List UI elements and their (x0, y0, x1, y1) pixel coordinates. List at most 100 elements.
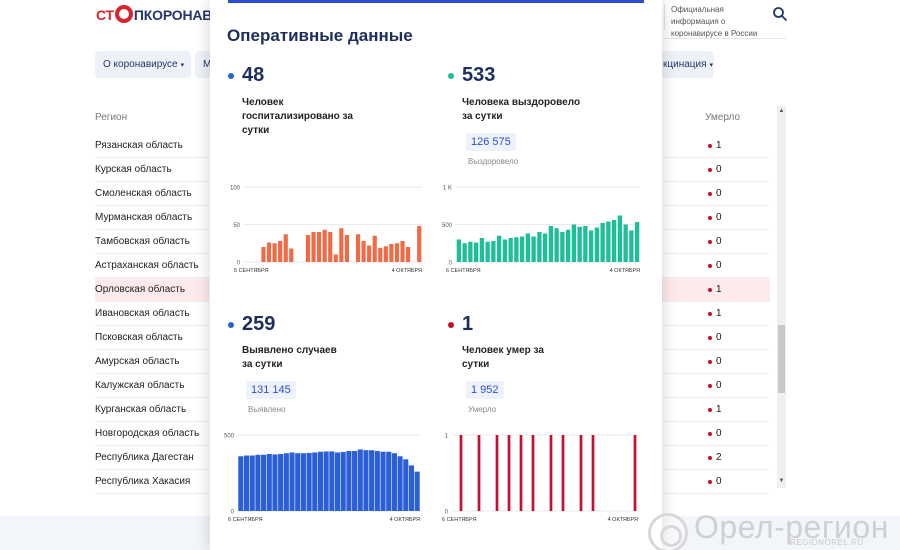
died-total-label: Умерло (468, 405, 497, 414)
hospitalized-desc: Человек госпитализировано за сутки (242, 97, 353, 136)
chart-y-tick-label: 0 (449, 261, 453, 267)
scrollbar-thumb[interactable] (778, 325, 785, 393)
chart-y-tick-label: 0 (237, 261, 241, 267)
table-row-region[interactable]: Амурская область (95, 350, 209, 374)
table-row-region[interactable]: Астраханская область (95, 254, 209, 278)
chart-bar (606, 221, 611, 262)
watermark-logo-icon (648, 513, 688, 550)
chart-bar (588, 230, 594, 262)
chart-y-tick-label: 1 (445, 434, 449, 440)
table-row-died: 0 (662, 182, 770, 206)
died-value: 1 (462, 313, 474, 335)
died-count: 0 (716, 380, 722, 391)
died-count: 2 (716, 452, 722, 463)
table-row-region[interactable]: Мурманская область (95, 206, 209, 230)
scroll-up-arrow-icon[interactable]: ▲ (778, 108, 785, 114)
logo-text-part2: П (133, 7, 144, 23)
nav-about-coronavirus[interactable]: О коронавирусе ▾ (95, 51, 191, 78)
chart-bar (394, 243, 400, 262)
chart-y-tick-label: 500 (224, 434, 235, 440)
chart-bar (363, 450, 369, 511)
chart-x-start-label: 5 СЕНТЯБРЯ (234, 268, 269, 274)
chart-y-tick-label: 50 (233, 223, 240, 229)
table-row-region[interactable]: Рязанская область (95, 134, 209, 158)
chart-bar (508, 238, 513, 262)
chart-bar (479, 238, 485, 262)
chart-bar (549, 435, 553, 511)
chart-bar (591, 435, 595, 511)
chart-bar (560, 232, 565, 262)
chart-bar (328, 232, 333, 262)
died-dot-icon (708, 240, 712, 244)
chart-bar (352, 450, 358, 511)
table-row-region[interactable]: Республика Дагестан (95, 446, 209, 470)
table-row-died: 0 (662, 254, 770, 278)
died-dot-icon (708, 192, 712, 196)
table-row-region[interactable]: Ивановская область (95, 302, 209, 326)
chart-bar (577, 226, 582, 262)
table-row-region[interactable]: Новгородская область (95, 422, 209, 446)
site-logo[interactable]: СТ ПКОРОНАВИ (96, 5, 222, 23)
died-count: 0 (716, 332, 722, 343)
hospitalized-value: 48 (242, 64, 265, 86)
chart-bar (583, 226, 588, 262)
table-row-region[interactable]: Курганская область (95, 398, 209, 422)
chart-x-end-label: 4 ОКТЯБРЯ (392, 268, 422, 274)
watermark-text: Орел-регион (694, 509, 889, 545)
chart-bar (334, 452, 341, 511)
died-count: 1 (716, 404, 722, 415)
chart-x-start-label: 6 СЕНТЯБРЯ (446, 268, 481, 274)
table-row-region[interactable]: Тамбовская область (95, 230, 209, 254)
table-row-died: 1 (662, 398, 770, 422)
detected-chart: 500 06 СЕНТЯБРЯ 4 ОКТЯБРЯ (224, 434, 420, 524)
chart-bar (317, 232, 322, 262)
chart-bar (496, 235, 502, 262)
detected-total: 131 145 (246, 381, 296, 399)
chart-bar (561, 435, 565, 511)
table-row-region[interactable]: Калужская область (95, 374, 209, 398)
chart-y-tick-label: 100 (230, 186, 241, 192)
nav-about-label: О коронавирусе (103, 59, 178, 70)
column-header-died[interactable]: Умерло (705, 112, 741, 123)
chart-bar (519, 236, 525, 262)
chart-x-start-label: 6 СЕНТЯБРЯ (442, 517, 477, 523)
table-row-died: 1 (662, 134, 770, 158)
chart-bar (312, 452, 318, 511)
chart-bar (400, 241, 405, 262)
table-row-region[interactable]: Смоленская область (95, 182, 209, 206)
chart-bar (629, 230, 634, 262)
table-row-region[interactable]: Псковская область (95, 326, 209, 350)
recovered-value: 533 (462, 64, 496, 86)
chart-bar (340, 452, 346, 511)
chart-bar (272, 243, 277, 262)
died-count: 0 (716, 164, 722, 175)
died-count: 1 (716, 140, 722, 151)
chart-bar (623, 224, 628, 262)
chart-bar (261, 247, 266, 262)
table-row-region[interactable]: Курская область (95, 158, 209, 182)
chart-y-tick-label: 500 (442, 223, 453, 229)
header-divider (664, 4, 665, 30)
table-row-region[interactable]: Республика Хакасия (95, 470, 209, 494)
died-count: 1 (716, 284, 722, 295)
chart-bar (378, 247, 383, 262)
chart-bar (633, 435, 637, 511)
hospitalized-bullet-icon (228, 73, 234, 79)
chart-bar (531, 435, 535, 511)
logo-text-part3: КОРОНАВИ (143, 7, 223, 23)
chart-bar (459, 435, 463, 511)
column-header-region[interactable]: Регион (95, 112, 128, 123)
died-dot-icon (708, 432, 712, 436)
chart-bar (323, 451, 329, 511)
table-row-region[interactable]: Орловская область (95, 278, 209, 302)
scroll-down-arrow-icon[interactable]: ▼ (778, 478, 785, 484)
chart-x-end-label: 4 ОКТЯБРЯ (610, 268, 640, 274)
chart-bar (261, 454, 267, 511)
chart-bar (502, 239, 508, 262)
chart-bar (397, 456, 403, 511)
table-scrollbar[interactable] (777, 106, 786, 488)
detected-value: 259 (242, 313, 276, 335)
search-icon[interactable] (772, 6, 788, 22)
died-dot-icon (708, 264, 712, 268)
header-line (664, 38, 786, 39)
